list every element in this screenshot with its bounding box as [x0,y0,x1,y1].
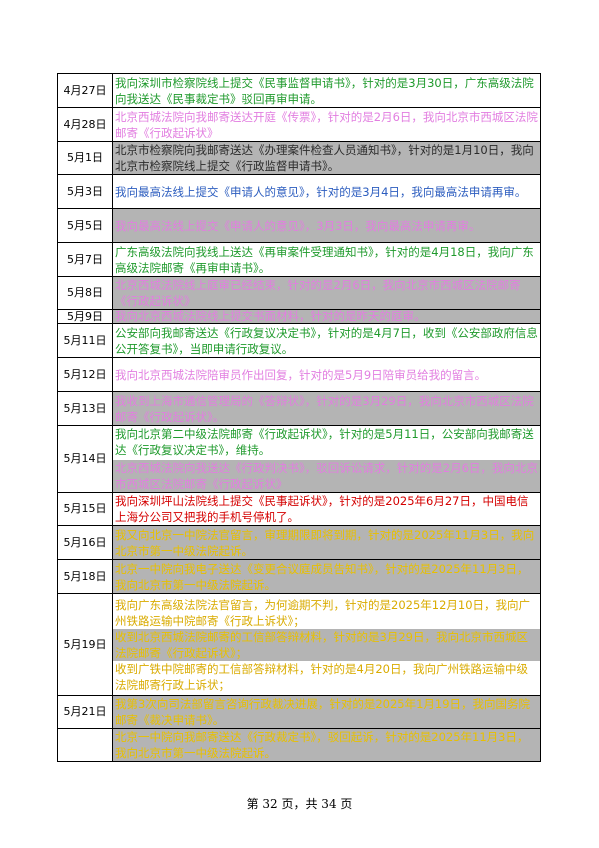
date: 5月15日 [57,492,113,526]
entry: 我向最高法线上提交《申请人的意见》，针对的是3月4日，我向最高法申请再审。 [115,184,527,199]
date: 5月14日 [57,425,113,493]
entry: 北京市检察院向我邮寄送达《办理案件检查人员通知书》，针对的是1月10日，我向北京… [115,143,534,173]
entry: 我向北京西城法院陪审员作出回复，针对的是5月9日陪审员给我的留言。 [115,367,487,382]
date: 5月21日 [57,695,113,729]
date: 5月12日 [57,357,113,392]
entry: 我又向北京一中院法官留言，审理期限即将到期，针对的是2025年11月3日，我向北… [113,526,540,559]
date: 5月16日 [57,525,113,560]
entry: 北京西城法院线上庭审已经结束，针对的是2月6日，我向北京市西城区法院邮寄《行政起… [115,278,521,308]
entry: 北京西城法院向我邮寄送达开庭《传票》，针对的是2月6日，我向北京市西城区法院邮寄… [115,109,538,140]
date: 5月13日 [57,391,113,426]
date: 5月9日 [57,309,113,324]
log-table: 4月27日 我向深圳市检察院线上提交《民事监督申请书》，针对的是3月30日，广东高… [57,73,541,762]
entry: 广东高级法院向我线上送达《再审案件受理通知书》，针对的是4月18日，我向广东高级… [115,244,534,275]
entry: 我向深圳坪山法院线上提交《民事起诉状》，针对的是2025年6月27日，中国电信上… [115,494,529,524]
entry: 收到广铁中院邮寄的工信部答辩材料，针对的是4月20日，我向广州铁路运输中级法院邮… [115,661,528,692]
entry: 我向北京第二中级法院邮寄《行政起诉状》，针对的是5月11日，公安部向我邮寄送达《… [115,427,534,457]
entry: 我收到上海市通信管理局的《答辩状》，针对的是3月29日，我向北京市西城区法院邮寄… [115,393,534,424]
entry: 我向北京西城法院线上提交书面材料，针对的是昨天的庭审。 [115,310,426,323]
date: 5月7日 [57,242,113,277]
date: 5月1日 [57,141,113,175]
date: 4月27日 [57,73,113,108]
date: 5月11日 [57,323,113,358]
entry: 我向广东高级法院法官留言，为何逾期不判，针对的是2025年12月10日，我向广州… [115,597,531,628]
entry: 北京一中院向我邮寄送达《行政裁定书》，驳回起诉，针对的是2025年11月3日，我… [113,729,540,761]
date: 5月18日 [57,559,113,594]
date: 5月19日 [57,593,113,696]
date: 4月28日 [57,107,113,142]
entry: 我向深圳市检察院线上提交《民事监督申请书》，针对的是3月30日，广东高级法院向我… [115,75,534,106]
entry: 我第3次向司法部留言咨询行政裁决进展，针对的是2025年1月19日，我向国务院邮… [113,696,540,728]
date [57,728,113,762]
date: 5月3日 [57,174,113,209]
entry: 北京一中院向我电子送达《变更合议庭成员告知书》，针对的是2025年11月3日，我… [113,560,540,593]
entry: 公安部向我邮寄送达《行政复议决定书》，针对的是4月7日，收到《公安部政府信息公开… [115,325,538,356]
page-footer: 第 32 页，共 34 页 [246,797,353,811]
entry: 收到北京西城法院邮寄的工信部答辩材料，针对的是3月29日，我向北京市西城区法院邮… [113,628,540,661]
entry: 北京西城法院向我送达《行政判决书》，驳回诉讼请求，针对的是2月6日，我向北京市西… [113,460,540,492]
date: 5月8日 [57,276,113,310]
entry: 我向最高法线上提交《申请人的意见》，3月3日，我向最高法申请再审。 [115,218,481,233]
date: 5月5日 [57,208,113,243]
